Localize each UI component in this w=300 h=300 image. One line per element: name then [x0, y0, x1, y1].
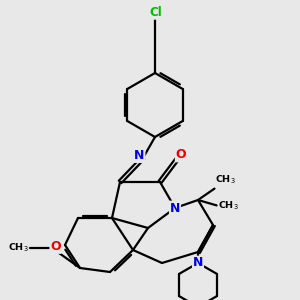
- Text: O: O: [50, 240, 61, 253]
- Text: CH$_3$: CH$_3$: [218, 199, 238, 212]
- Text: N: N: [193, 256, 203, 269]
- Text: O: O: [176, 148, 186, 161]
- Text: CH$_3$: CH$_3$: [8, 242, 29, 254]
- Text: Cl: Cl: [149, 6, 162, 19]
- Text: N: N: [170, 202, 180, 214]
- Text: CH$_3$: CH$_3$: [215, 174, 236, 186]
- Text: N: N: [134, 149, 145, 162]
